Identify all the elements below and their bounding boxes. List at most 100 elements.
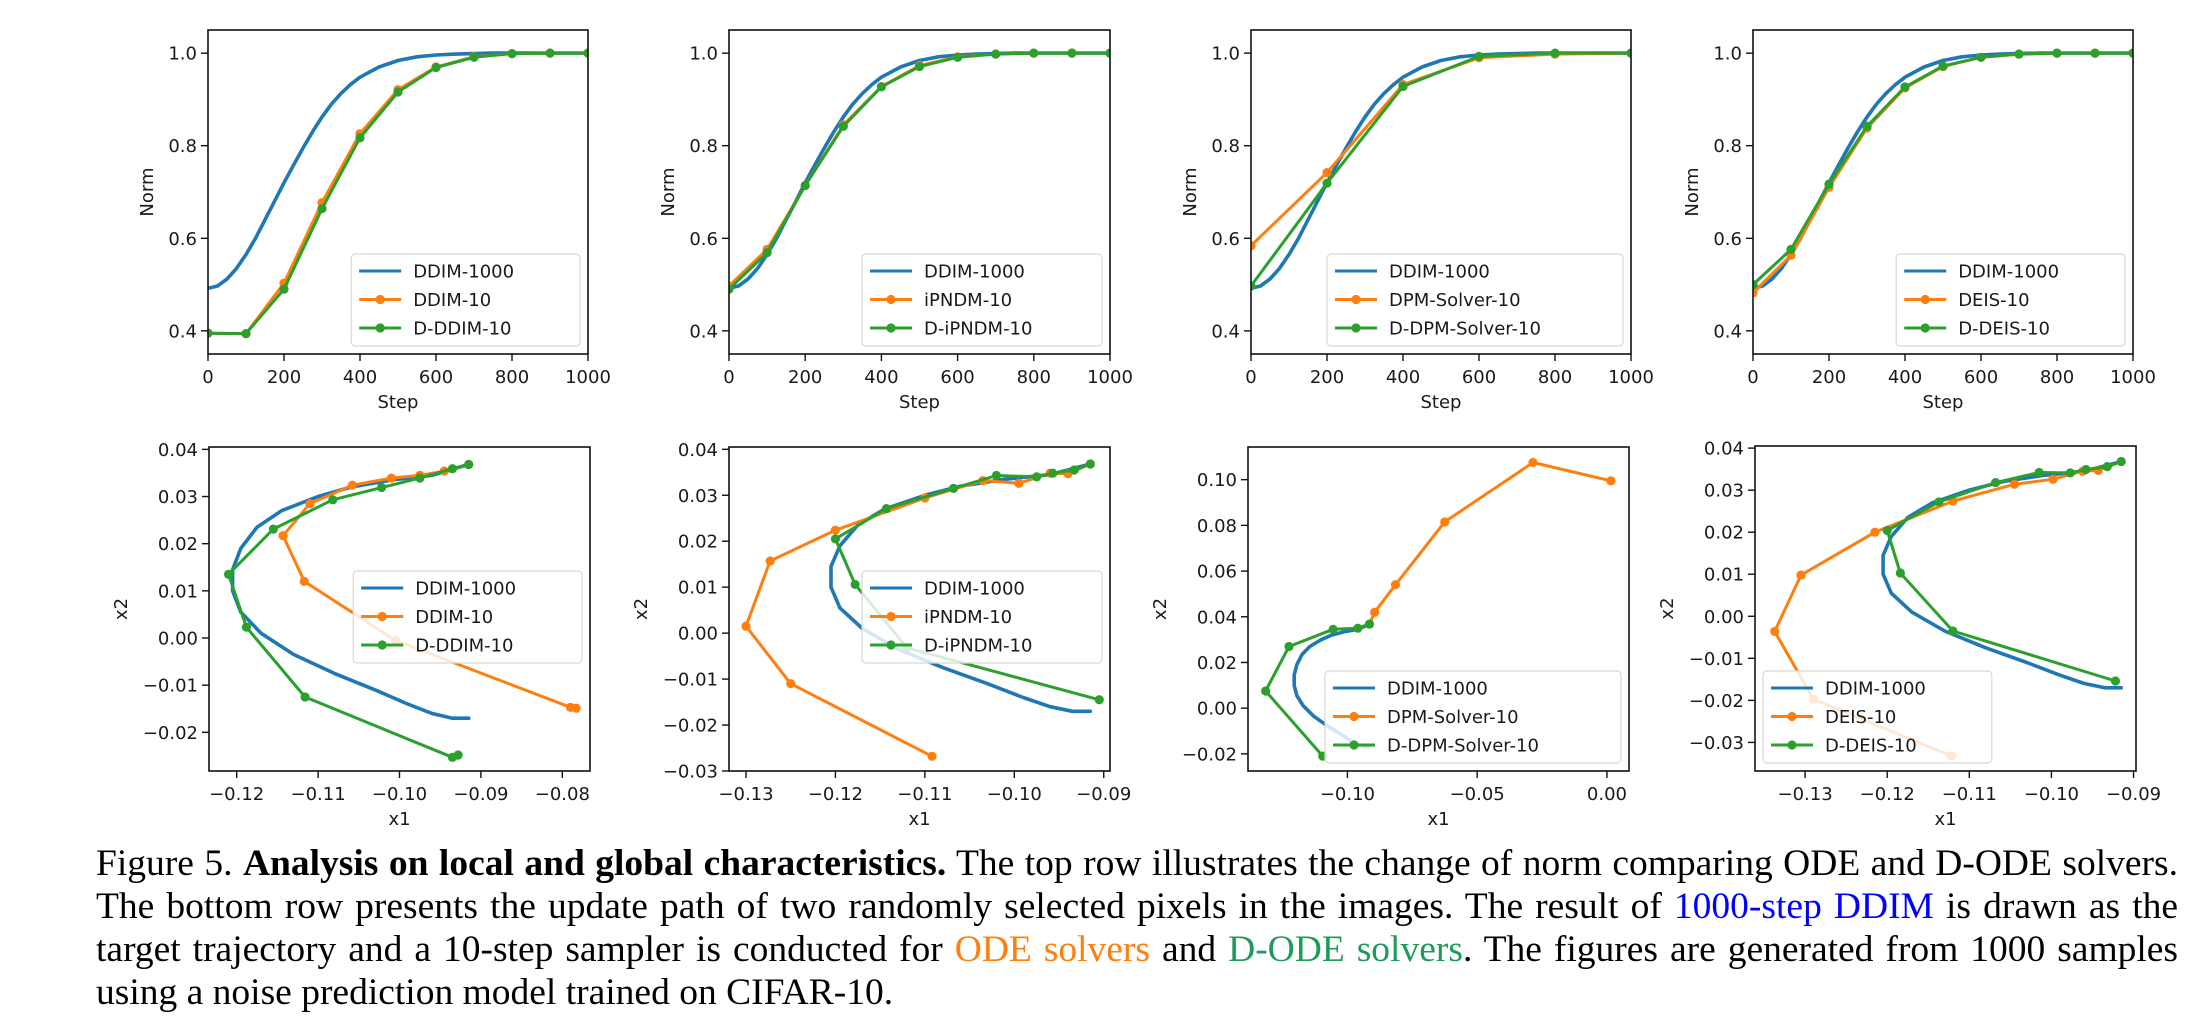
data-point [1882,525,1892,536]
legend-box [1324,670,1622,764]
data-point [1934,497,1944,507]
x-tick-label: −0.10 [1320,784,1375,805]
data-point [1895,568,1905,578]
caption-highlight-dode: D-ODE solvers [1228,929,1463,970]
y-tick-label: −0.03 [663,762,718,783]
axes-frame [1247,446,1630,772]
y-tick-label: 0.8 [1713,136,1742,157]
plot-area [729,48,1110,294]
data-point [1370,607,1380,617]
data-point [1770,626,1780,637]
chart-5: −0.12 −0.11 −0.10 −0.09 −0.08 −0.02 −0.01 0.00 0… [111,440,591,830]
legend-marker [375,294,385,305]
data-point [571,703,581,713]
data-point [830,534,841,544]
legend-entry: D-DPM-Solver-10 [1389,319,1541,340]
series-line-ddim-1000 [1753,51,2133,291]
data-point [447,464,458,474]
x-tick-label: −0.12 [808,784,863,805]
x-tick-label: 0 [202,367,213,388]
legend-entry: iPNDM-10 [924,607,1012,628]
x-tick-label: −0.05 [1450,784,1505,805]
y-tick-label: 0.03 [1704,481,1744,502]
y-tick-label: 0.02 [158,534,198,555]
x-axis-label: Step [899,392,940,413]
axes-frame [728,29,1111,355]
x-tick-label: 400 [343,367,377,388]
data-point [393,87,403,97]
caption-title: Analysis on local and global characteris… [242,843,947,884]
data-point [1105,48,1110,58]
data-point [415,473,425,483]
data-point [431,62,441,73]
data-point [1398,81,1408,92]
legend-entry: D-DPM-Solver-10 [1387,736,1539,757]
legend-entry: DEIS-10 [1958,290,2029,311]
data-point [299,576,309,587]
chart-1: 0 200 400 600 800 1000 0.4 0.6 0.8 1.0 Step Norm DDI… [137,29,611,413]
data-point [1284,641,1294,652]
data-point [1870,527,1880,537]
data-point [1528,457,1538,468]
data-point [241,622,252,632]
y-axis-label: Norm [137,167,158,216]
legend-marker [377,640,387,650]
x-tick-label: −0.12 [209,784,264,805]
chart-2: 0 200 400 600 800 1000 0.4 0.6 0.8 1.0 Step Norm DDI… [658,29,1133,413]
data-point [1900,82,1910,92]
y-tick-label: −0.01 [1689,649,1744,670]
data-point [1085,459,1095,469]
data-point [1550,48,1560,58]
data-point [1990,477,2001,488]
legend-entry: D-DDIM-10 [415,636,513,657]
data-point [347,480,357,490]
legend-marker [886,611,896,622]
y-tick-label: 0.8 [1211,136,1240,157]
y-tick-label: 0.00 [1704,607,1744,628]
chart-4: 0 200 400 600 800 1000 0.4 0.6 0.8 1.0 Step Norm DDI… [1682,29,2156,413]
legend-entry: DEIS-10 [1825,707,1896,728]
x-axis-label: Step [1923,392,1964,413]
y-tick-label: 0.4 [168,321,197,342]
legend-marker [1349,711,1359,722]
data-point [2081,464,2091,475]
x-tick-label: 0 [723,367,734,388]
x-tick-label: −0.10 [372,784,427,805]
data-point [2048,474,2058,484]
axes-frame [1752,29,2134,355]
y-tick-label: −0.02 [1689,691,1744,712]
x-tick-label: −0.13 [718,784,773,805]
y-tick-label: −0.01 [143,676,198,697]
legend: DDIM-1000 iPNDM-10 D-iPNDM-10 [861,253,1103,347]
series-line-ddim-1000 [729,51,1110,291]
data-point [1948,626,1958,636]
legend-entry: DPM-Solver-10 [1389,290,1521,311]
legend-entry: D-iPNDM-10 [924,319,1032,340]
y-tick-label: 0.01 [158,581,198,602]
y-axis-label: x2 [1657,597,1678,619]
series-line-d-deis-10 [1885,460,2123,683]
data-point [1606,476,1616,486]
plot-area [1770,456,2126,761]
x-axis-label: x1 [388,809,410,830]
y-tick-label: 0.4 [689,321,718,342]
series-line-d-dpm-solver-10 [1251,51,1631,288]
legend-box [1326,253,1624,347]
y-tick-label: 1.0 [1211,44,1240,65]
plot-area [1753,48,2133,298]
legend-marker [1787,711,1797,722]
legend: DDIM-1000 DDIM-10 D-DDIM-10 [352,570,583,664]
y-tick-label: 0.01 [1704,565,1744,586]
data-point [1364,619,1375,629]
x-tick-label: 200 [267,367,301,388]
y-axis-label: x2 [111,598,132,620]
data-point [1048,468,1058,478]
legend-marker [375,323,385,333]
x-tick-label: 0 [1747,367,1758,388]
x-tick-label: −0.11 [1942,784,1997,805]
data-point [2009,479,2020,489]
caption-text-4: . The figures are generated from 1000 sa… [96,929,2179,1013]
x-tick-label: 200 [1812,367,1846,388]
x-tick-label: 400 [864,367,898,388]
legend-entry: D-DEIS-10 [1958,319,2050,340]
